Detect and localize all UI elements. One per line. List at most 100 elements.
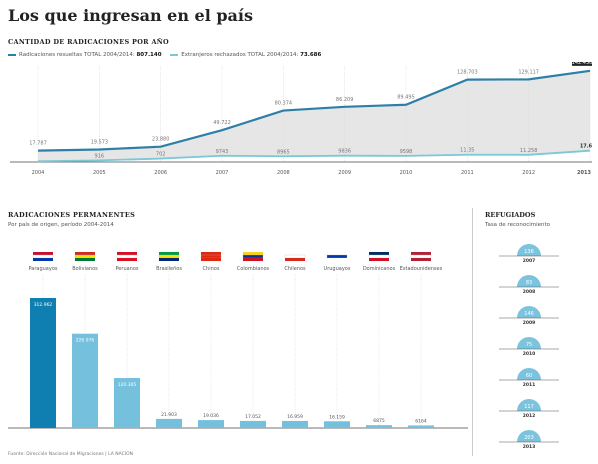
bar [114, 378, 140, 428]
x-tick-label: 2004 [32, 170, 45, 176]
refugee-value-label: 146 [524, 311, 534, 317]
bar [198, 420, 224, 428]
line-data-label-rechazados: 702 [156, 152, 166, 158]
refugee-dome [517, 430, 541, 442]
bar-value-label: 21.903 [161, 412, 177, 418]
x-tick-label: 2008 [277, 170, 290, 176]
flag-icon [284, 254, 306, 259]
flag-icon [242, 254, 264, 259]
line-data-label-resueltas: 17.787 [29, 141, 47, 147]
flag-icon [33, 258, 53, 261]
flag-icon [327, 258, 347, 261]
line-area-fill [38, 70, 590, 162]
bar-value-label: 312.962 [34, 302, 53, 308]
line-data-label-resueltas: 89.495 [397, 95, 415, 101]
bar-category-label: Brasileños [156, 266, 182, 272]
flag-icon [75, 252, 95, 255]
page-title: Los que ingresan en el país [8, 6, 254, 25]
refugee-year-label: 2011 [523, 382, 536, 388]
line-data-label-resueltas: 19.573 [91, 139, 109, 145]
refugee-year-label: 2009 [523, 320, 536, 326]
bar-chart: Paraguayos 312.962 Bolivianos 226.976 Peruan… [8, 252, 468, 429]
bar-category-label: Estadounidenses [400, 266, 443, 272]
legend-swatch-main [8, 53, 16, 56]
bar [156, 418, 182, 428]
legend-total-second: 73.686 [300, 52, 322, 58]
x-tick-label: 2005 [93, 170, 106, 176]
line-data-label-resueltas: 86.209 [336, 97, 354, 103]
bar-value-label: 16.959 [287, 414, 303, 420]
refugee-dome [517, 306, 541, 318]
line-data-label-rechazados: 9598 [400, 149, 413, 155]
line-data-label-rechazados: 8965 [277, 149, 290, 155]
bar-value-label: 17.052 [245, 414, 261, 420]
flag-icon [159, 252, 179, 255]
bar-value-label: 16.159 [329, 414, 345, 420]
bar [30, 298, 56, 428]
refugee-value-label: 136 [524, 249, 534, 255]
bar-category-label: Colombianos [237, 266, 270, 272]
x-tick-label: 2012 [522, 170, 535, 176]
bar-value-label: 19.036 [203, 413, 219, 419]
line-data-label-resueltas: 80.374 [275, 101, 293, 107]
section-divider [472, 208, 473, 456]
flag-icon [117, 258, 137, 261]
bar-value-label: 6875 [373, 418, 385, 424]
bar [282, 420, 308, 428]
bar-category-label: Bolivianos [72, 266, 98, 272]
flag-icon [327, 252, 347, 255]
bar [240, 420, 266, 428]
x-tick-label: 2009 [338, 170, 351, 176]
refugee-year-label: 2008 [523, 289, 536, 295]
bar [366, 425, 392, 428]
line-data-label-resueltas: 49.722 [213, 120, 231, 126]
flag-icon [243, 252, 263, 255]
flag-icon [158, 254, 180, 259]
line-chart-title: CANTIDAD DE RADICACIONES POR AÑO [8, 38, 169, 46]
bar-chart-title: RADICACIONES PERMANENTES [8, 211, 136, 219]
line-chart-legend: Radicaciones resueltas TOTAL 2004/2014: … [8, 52, 321, 58]
refugee-dome [517, 337, 541, 349]
bar-value-label: 226.976 [76, 338, 95, 344]
bar-value-label: 120.365 [118, 382, 137, 388]
x-tick-label: 2010 [400, 170, 413, 176]
flag-icon [74, 254, 96, 259]
line-series-rechazados [37, 149, 591, 163]
legend-label-second: Extranjeros rechazados TOTAL 2004/2014: [181, 52, 299, 58]
refugees-chart: 136 2007 83 2008 146 2009 75 2010 60 2011 117 2012 2… [499, 244, 559, 450]
flag-icon [411, 252, 431, 255]
refugee-year-label: 2010 [523, 351, 536, 357]
refugee-dome [517, 368, 541, 380]
bar-value-label: 6164 [415, 418, 427, 424]
line-data-label-rechazados: 916 [95, 153, 105, 159]
x-tick-label: 2006 [154, 170, 167, 176]
refugee-value-label: 75 [526, 342, 532, 348]
line-series-resueltas [37, 69, 591, 152]
refugee-year-label: 2007 [523, 258, 536, 264]
bar [324, 421, 350, 428]
line-data-label-rechazados: 11.35 [460, 148, 474, 154]
line-data-label-resueltas: 142.430 [572, 62, 593, 66]
flag-icon [243, 258, 263, 261]
refugee-dome [517, 275, 541, 287]
bar-chart-subtitle: Por país de origen, período 2004-2014 [8, 222, 114, 228]
flag-icon [285, 258, 305, 261]
flag-icon [32, 254, 54, 259]
flag-icon [117, 252, 137, 255]
line-data-label-resueltas: 23.880 [152, 137, 170, 143]
flag-icon [201, 258, 221, 261]
flag-icon [116, 254, 138, 259]
flag-icon [33, 252, 53, 255]
line-data-label-resueltas: 129.117 [518, 69, 539, 75]
x-tick-label: 2013 [577, 170, 591, 176]
legend-total-main: 807.140 [136, 52, 162, 58]
legend-swatch-second [170, 53, 179, 56]
refugees-title: REFUGIADOS [485, 211, 536, 219]
flag-icon [201, 252, 221, 255]
bar-category-label: Chilenos [284, 266, 306, 272]
bar [408, 425, 434, 428]
source-note: Fuente: Dirección Nacional de Migracione… [8, 452, 133, 457]
bar-category-label: Peruanos [115, 266, 138, 272]
refugees-subtitle: Tasa de reconocimiento [485, 222, 551, 228]
bar-category-label: Paraguayos [28, 266, 57, 272]
